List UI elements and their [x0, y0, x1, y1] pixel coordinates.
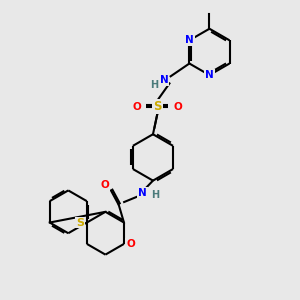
Text: N: N: [138, 188, 147, 198]
Text: H: H: [151, 190, 159, 200]
Text: N: N: [205, 70, 214, 80]
Text: O: O: [174, 102, 183, 112]
Text: O: O: [126, 239, 135, 249]
Text: S: S: [153, 100, 162, 113]
Text: O: O: [100, 180, 109, 190]
Text: N: N: [185, 35, 194, 45]
Text: N: N: [160, 75, 169, 85]
Text: O: O: [132, 102, 141, 112]
Text: S: S: [76, 218, 84, 227]
Text: H: H: [151, 80, 159, 90]
